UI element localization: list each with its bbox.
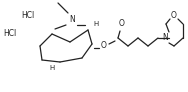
- Text: H: H: [49, 65, 55, 71]
- Text: HCl: HCl: [3, 30, 17, 38]
- Text: HCl: HCl: [21, 12, 35, 21]
- Text: N: N: [162, 33, 168, 43]
- Text: O: O: [101, 41, 107, 51]
- Text: H: H: [93, 21, 99, 27]
- Text: N: N: [69, 15, 75, 23]
- Text: O: O: [119, 20, 125, 29]
- Text: O: O: [171, 10, 177, 20]
